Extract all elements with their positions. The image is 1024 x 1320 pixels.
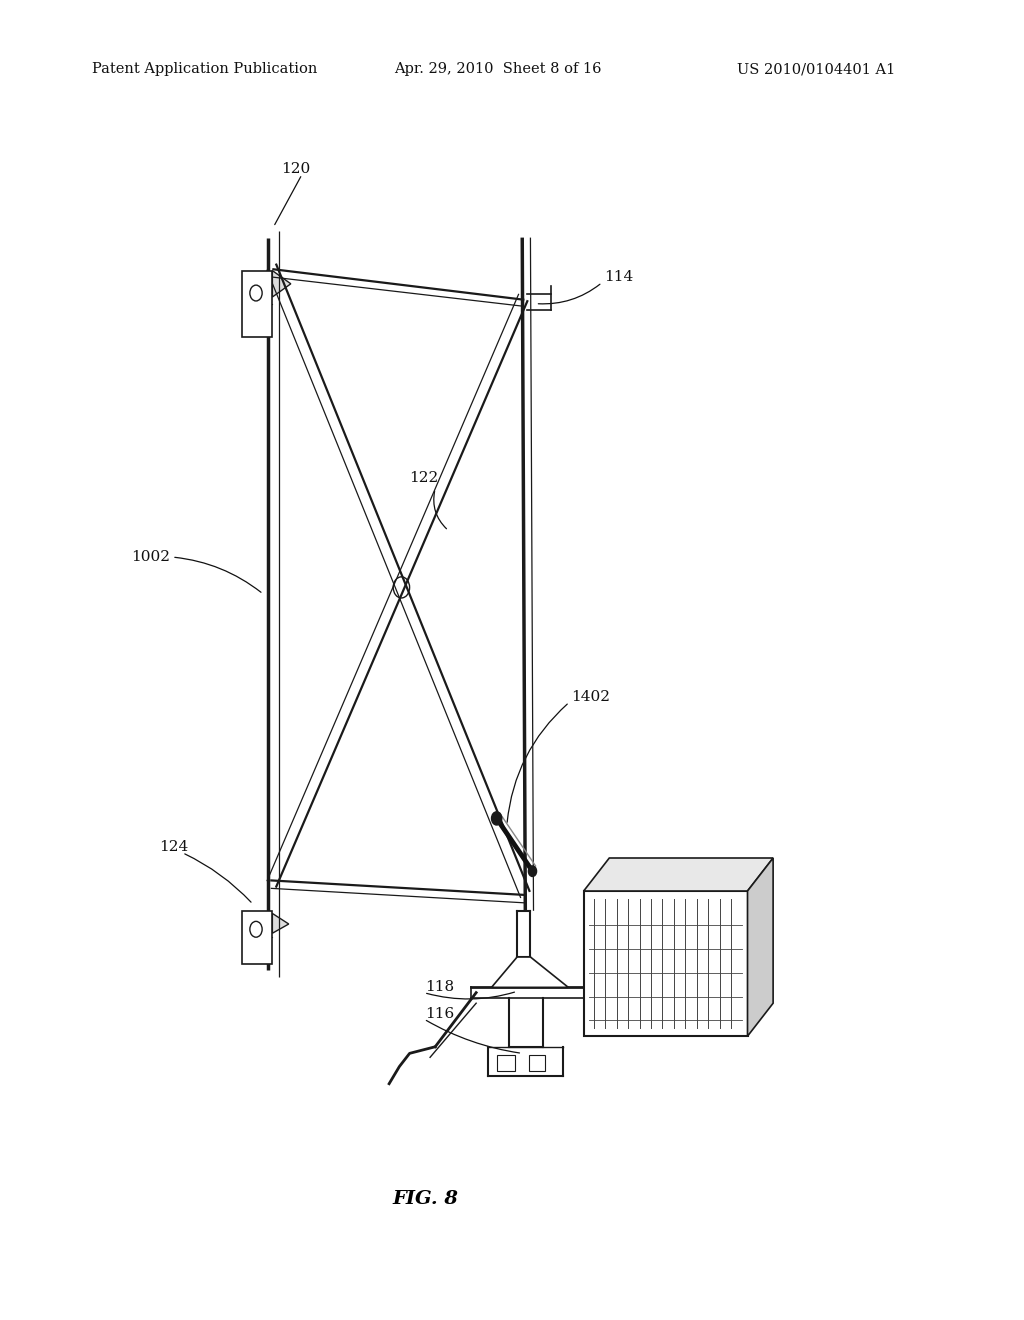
Text: 1002: 1002	[131, 550, 170, 564]
Text: 124: 124	[159, 841, 188, 854]
Text: 1402: 1402	[571, 690, 610, 704]
Text: 120: 120	[282, 162, 311, 176]
Polygon shape	[748, 858, 773, 1036]
Polygon shape	[272, 913, 289, 933]
Bar	[584, 891, 748, 1036]
Bar	[242, 911, 272, 964]
FancyArrowPatch shape	[434, 491, 446, 529]
Text: Apr. 29, 2010  Sheet 8 of 16: Apr. 29, 2010 Sheet 8 of 16	[394, 62, 602, 77]
FancyArrowPatch shape	[539, 284, 600, 304]
FancyArrowPatch shape	[426, 1020, 519, 1053]
Circle shape	[492, 812, 502, 825]
Bar	[529, 1055, 545, 1071]
Text: 122: 122	[410, 471, 439, 484]
Polygon shape	[584, 858, 773, 891]
FancyArrowPatch shape	[175, 557, 261, 593]
Text: FIG. 8: FIG. 8	[392, 1189, 458, 1208]
FancyArrowPatch shape	[184, 854, 251, 902]
FancyArrowPatch shape	[427, 993, 514, 999]
Text: US 2010/0104401 A1: US 2010/0104401 A1	[737, 62, 896, 77]
Bar	[242, 271, 272, 337]
FancyArrowPatch shape	[507, 704, 567, 822]
Polygon shape	[272, 271, 291, 297]
Circle shape	[528, 866, 537, 876]
Bar	[497, 1055, 515, 1071]
Text: 118: 118	[425, 981, 454, 994]
Text: 116: 116	[425, 1007, 455, 1020]
Text: 114: 114	[604, 271, 634, 284]
Text: Patent Application Publication: Patent Application Publication	[92, 62, 317, 77]
Polygon shape	[492, 957, 568, 987]
